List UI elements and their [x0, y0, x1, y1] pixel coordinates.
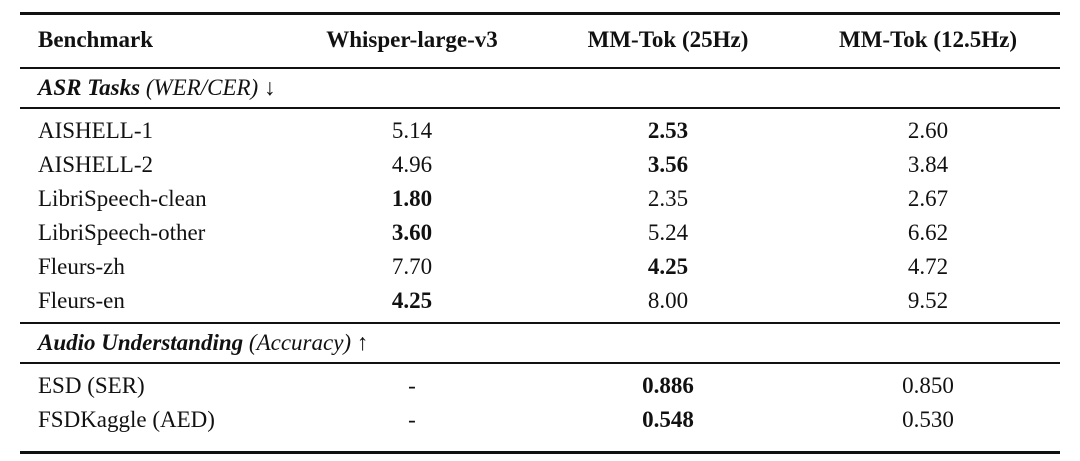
- section-metric: (WER/CER) ↓: [145, 75, 276, 100]
- section-title: ASR Tasks (WER/CER) ↓: [38, 73, 275, 103]
- benchmark-cell: LibriSpeech-other: [38, 220, 206, 245]
- benchmark-cell: AISHELL-1: [38, 118, 153, 143]
- section-name: Audio Understanding: [38, 330, 244, 355]
- value-cell: 2.67: [907, 186, 949, 211]
- section-title: Audio Understanding (Accuracy) ↑: [38, 328, 368, 358]
- header-cell: Whisper-large-v3: [326, 27, 498, 52]
- value-cell: 5.24: [647, 220, 689, 245]
- benchmark-cell: Fleurs-zh: [38, 254, 125, 279]
- value-cell: 3.56: [647, 152, 689, 177]
- header-cell: Benchmark: [38, 27, 153, 52]
- benchmark-cell: LibriSpeech-clean: [38, 186, 207, 211]
- value-cell: 6.62: [907, 220, 949, 245]
- value-cell: 0.850: [902, 373, 954, 398]
- rule: [20, 362, 1060, 364]
- header-cell: MM-Tok (12.5Hz): [838, 27, 1018, 52]
- value-cell: 0.530: [902, 407, 954, 432]
- header-cell: MM-Tok (25Hz): [587, 27, 749, 52]
- benchmark-cell: AISHELL-2: [38, 152, 153, 177]
- value-cell: -: [408, 407, 416, 432]
- value-cell: 5.14: [391, 118, 433, 143]
- value-cell: 4.72: [907, 254, 949, 279]
- benchmark-cell: Fleurs-en: [38, 288, 125, 313]
- rule: [20, 107, 1060, 109]
- value-cell: 7.70: [391, 254, 433, 279]
- value-cell: 4.25: [647, 254, 689, 279]
- benchmark-cell: ESD (SER): [38, 373, 145, 398]
- value-cell: 0.548: [642, 407, 694, 432]
- value-cell: 2.53: [647, 118, 689, 143]
- rule: [20, 12, 1060, 15]
- value-cell: 2.35: [647, 186, 689, 211]
- value-cell: -: [408, 373, 416, 398]
- rule: [20, 67, 1060, 69]
- value-cell: 4.96: [391, 152, 433, 177]
- value-cell: 3.84: [907, 152, 949, 177]
- rule: [20, 451, 1060, 454]
- value-cell: 1.80: [391, 186, 433, 211]
- rule: [20, 322, 1060, 324]
- section-metric: (Accuracy) ↑: [248, 330, 369, 355]
- value-cell: 2.60: [907, 118, 949, 143]
- section-name: ASR Tasks: [38, 75, 141, 100]
- value-cell: 3.60: [391, 220, 433, 245]
- value-cell: 8.00: [647, 288, 689, 313]
- benchmark-cell: FSDKaggle (AED): [38, 407, 215, 432]
- value-cell: 0.886: [642, 373, 694, 398]
- value-cell: 4.25: [391, 288, 433, 313]
- value-cell: 9.52: [907, 288, 949, 313]
